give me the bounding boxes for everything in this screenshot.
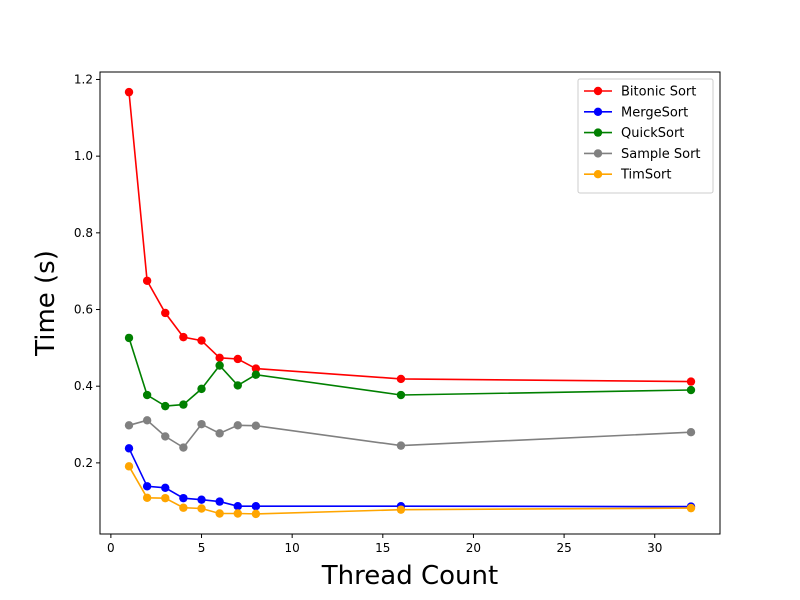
data-point-bitonic-sort [161, 308, 170, 318]
data-point-sample-sort [124, 421, 134, 430]
data-point-quicksort [142, 390, 152, 400]
series-sample-sort [124, 416, 696, 452]
series-line-quicksort [128, 337, 692, 407]
legend-label: Sample Sort [621, 147, 701, 162]
data-point-bitonic-sort [251, 364, 261, 373]
series-line-sample-sort [128, 419, 692, 449]
data-point-sample-sort [142, 416, 152, 425]
data-point-quicksort [233, 381, 242, 390]
data-point-timsort [396, 505, 406, 514]
legend-item: QuickSort [584, 126, 684, 141]
data-point-timsort [233, 509, 242, 518]
legend-box [577, 78, 714, 194]
data-point-quicksort [396, 390, 406, 400]
x-tick-label: 20 [466, 541, 481, 555]
x-axis-ticks: 0 5 10 15 20 25 30 [107, 534, 662, 555]
legend-item: TimSort [584, 168, 671, 183]
data-point-quicksort [215, 361, 224, 370]
data-point-mergesort [197, 495, 206, 504]
data-point-quicksort [251, 370, 261, 379]
x-tick-label: 30 [647, 541, 662, 555]
legend-item: Bitonic Sort [584, 85, 696, 100]
legend-label: Bitonic Sort [621, 85, 696, 100]
data-point-bitonic-sort [215, 353, 224, 363]
legend: Bitonic Sort MergeSort QuickSort Sample Sor… [577, 78, 714, 194]
x-tick-label: 10 [285, 541, 300, 555]
series-quicksort [124, 333, 696, 411]
x-tick-label: 15 [375, 541, 390, 555]
data-point-mergesort [179, 493, 188, 503]
x-tick-label: 5 [198, 541, 206, 555]
legend-marker [593, 86, 603, 96]
data-point-bitonic-sort [233, 354, 242, 364]
data-point-bitonic-sort [142, 276, 152, 285]
data-point-quicksort [161, 401, 170, 411]
data-point-timsort [179, 503, 188, 512]
legend-label: QuickSort [621, 126, 684, 141]
data-point-bitonic-sort [686, 377, 696, 386]
y-tick-label: 0.2 [74, 456, 93, 470]
plot-frame [99, 71, 721, 535]
data-point-sample-sort [251, 421, 261, 430]
data-point-quicksort [124, 333, 134, 343]
data-point-sample-sort [179, 443, 188, 452]
data-point-sample-sort [686, 428, 696, 437]
legend-label: MergeSort [621, 105, 688, 120]
data-point-mergesort [233, 502, 242, 511]
legend-marker [593, 149, 603, 158]
data-point-quicksort [686, 385, 696, 395]
y-tick-label: 0.8 [74, 226, 93, 240]
data-point-sample-sort [197, 419, 206, 429]
legend-marker [593, 170, 603, 179]
y-tick-label: 0.6 [74, 303, 93, 317]
data-point-quicksort [179, 400, 188, 409]
y-axis-title: Time (s) [31, 250, 61, 357]
x-tick-label: 0 [107, 541, 115, 555]
data-point-timsort [686, 503, 696, 513]
data-point-timsort [197, 504, 206, 513]
series-bitonic-sort [124, 87, 696, 386]
data-point-bitonic-sort [124, 87, 134, 97]
data-point-bitonic-sort [179, 332, 188, 342]
data-point-sample-sort [161, 432, 170, 441]
data-point-timsort [215, 509, 224, 518]
y-tick-label: 1.2 [74, 72, 93, 86]
legend-label: TimSort [620, 168, 671, 183]
data-point-timsort [251, 509, 261, 519]
data-point-mergesort [142, 482, 152, 491]
data-point-timsort [142, 493, 152, 502]
x-axis-title: Thread Count [321, 561, 498, 591]
series-line-mergesort [128, 447, 692, 508]
data-point-bitonic-sort [396, 374, 406, 384]
legend-marker [593, 128, 603, 137]
legend-item: MergeSort [584, 105, 688, 120]
data-point-sample-sort [233, 421, 242, 430]
data-point-quicksort [197, 384, 206, 394]
series-timsort [124, 462, 696, 519]
y-tick-label: 0.4 [74, 379, 93, 393]
data-point-sample-sort [396, 441, 406, 450]
data-point-bitonic-sort [197, 336, 206, 345]
data-point-timsort [161, 493, 170, 503]
x-tick-label: 25 [556, 541, 571, 555]
series-line-timsort [128, 465, 692, 515]
data-point-mergesort [215, 497, 224, 506]
data-point-mergesort [124, 444, 134, 453]
data-point-mergesort [251, 502, 261, 511]
data-point-sample-sort [215, 429, 224, 438]
data-point-mergesort [161, 483, 170, 492]
legend-marker [593, 107, 603, 117]
series-line-bitonic-sort [128, 92, 692, 383]
data-point-timsort [124, 462, 134, 471]
y-axis-ticks: 0.2 0.4 0.6 0.8 1.0 1.2 [74, 72, 100, 470]
legend-item: Sample Sort [584, 147, 701, 162]
y-tick-label: 1.0 [74, 149, 93, 163]
series-layer [124, 87, 696, 519]
